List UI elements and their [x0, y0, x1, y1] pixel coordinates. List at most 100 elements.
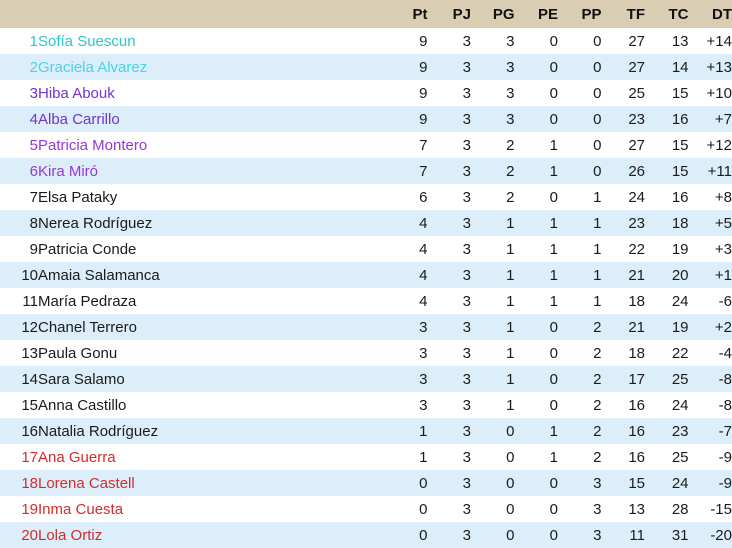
name-cell: Sara Salamo	[38, 370, 125, 388]
pt-cell: 6	[419, 188, 428, 206]
pt-cell: 0	[419, 474, 428, 492]
rank-cell: 15	[21, 396, 38, 414]
dt-cell: -15	[710, 500, 732, 518]
name-cell: Alba Carrillo	[38, 110, 120, 128]
pj-cell: 3	[462, 240, 471, 258]
pt-cell: 7	[419, 136, 428, 154]
tc-cell: 19	[671, 318, 689, 336]
table-row: 8 Nerea Rodríguez 4 3 1 1 1 23 18 +5	[0, 210, 732, 236]
rank-cell: 20	[21, 526, 38, 544]
table-row: 11 María Pedraza 4 3 1 1 1 18 24 -6	[0, 288, 732, 314]
tc-cell: 24	[671, 396, 689, 414]
pt-cell: 3	[419, 396, 428, 414]
tf-cell: 16	[628, 448, 645, 466]
tf-cell: 23	[628, 110, 645, 128]
pt-cell: 3	[419, 318, 428, 336]
tf-cell: 26	[628, 162, 645, 180]
rank-cell: 12	[21, 318, 38, 336]
rank-cell: 16	[21, 422, 38, 440]
pg-cell: 1	[506, 370, 515, 388]
pe-cell: 1	[549, 240, 558, 258]
table-row: 15 Anna Castillo 3 3 1 0 2 16 24 -8	[0, 392, 732, 418]
pj-cell: 3	[462, 32, 471, 50]
pg-cell: 2	[506, 162, 515, 180]
pp-cell: 1	[593, 188, 602, 206]
tf-cell: 16	[628, 422, 645, 440]
tf-cell: 21	[628, 318, 645, 336]
table-row: 17 Ana Guerra 1 3 0 1 2 16 25 -9	[0, 444, 732, 470]
dt-cell: +12	[706, 136, 732, 154]
pg-cell: 3	[506, 58, 515, 76]
pe-cell: 0	[549, 500, 558, 518]
pp-cell: 3	[593, 474, 602, 492]
pj-cell: 3	[462, 214, 471, 232]
pg-cell: 1	[506, 396, 515, 414]
pj-cell: 3	[462, 526, 471, 544]
pt-cell: 7	[419, 162, 428, 180]
tc-cell: 23	[671, 422, 689, 440]
rank-column-header	[0, 0, 38, 28]
pt-cell: 4	[419, 240, 428, 258]
tf-cell: 27	[628, 58, 645, 76]
pt-cell: 4	[419, 214, 428, 232]
dt-cell: +2	[714, 318, 732, 336]
tf-cell: 11	[629, 526, 645, 544]
name-cell: Natalia Rodríguez	[38, 422, 159, 440]
pg-cell: 0	[506, 448, 515, 466]
name-cell: Patricia Conde	[38, 240, 137, 258]
pp-cell: 0	[593, 58, 602, 76]
table-row: 7 Elsa Pataky 6 3 2 0 1 24 16 +8	[0, 184, 732, 210]
pj-cell: 3	[462, 84, 471, 102]
pe-cell: 0	[549, 32, 558, 50]
dt-cell: -9	[718, 474, 732, 492]
column-header-pt: Pt	[412, 5, 428, 23]
name-cell: Paula Gonu	[38, 344, 118, 362]
pg-cell: 2	[506, 188, 515, 206]
pe-cell: 1	[549, 136, 558, 154]
dt-cell: -9	[718, 448, 732, 466]
pt-cell: 4	[419, 266, 428, 284]
pp-cell: 0	[593, 136, 602, 154]
pp-cell: 2	[593, 448, 602, 466]
table-row: 14 Sara Salamo 3 3 1 0 2 17 25 -8	[0, 366, 732, 392]
pg-cell: 0	[506, 422, 515, 440]
pg-cell: 3	[506, 110, 515, 128]
name-cell: Lola Ortiz	[38, 526, 103, 544]
pe-cell: 1	[549, 448, 558, 466]
rank-cell: 4	[29, 110, 38, 128]
pe-cell: 0	[549, 318, 558, 336]
rank-cell: 7	[29, 188, 38, 206]
pp-cell: 1	[593, 214, 602, 232]
tc-cell: 18	[671, 214, 689, 232]
tc-cell: 16	[671, 110, 689, 128]
pe-cell: 0	[549, 344, 558, 362]
pp-cell: 0	[593, 32, 602, 50]
pg-cell: 0	[506, 474, 515, 492]
pj-cell: 3	[462, 396, 471, 414]
tc-cell: 24	[671, 292, 689, 310]
name-column-header	[38, 0, 384, 28]
table-row: 1 Sofía Suescun 9 3 3 0 0 27 13 +14	[0, 28, 732, 54]
name-cell: Anna Castillo	[38, 396, 127, 414]
name-cell: Patricia Montero	[38, 136, 148, 154]
dt-cell: -8	[718, 396, 732, 414]
name-cell: Sofía Suescun	[38, 32, 136, 50]
table-row: 5 Patricia Montero 7 3 2 1 0 27 15 +12	[0, 132, 732, 158]
tc-cell: 15	[671, 84, 689, 102]
column-header-pg: PG	[492, 5, 515, 23]
name-cell: María Pedraza	[38, 292, 137, 310]
pt-cell: 9	[419, 110, 428, 128]
rank-cell: 3	[29, 84, 38, 102]
pj-cell: 3	[462, 136, 471, 154]
pe-cell: 0	[549, 58, 558, 76]
dt-cell: +14	[706, 32, 732, 50]
pe-cell: 1	[549, 266, 558, 284]
pe-cell: 0	[549, 370, 558, 388]
pg-cell: 1	[506, 214, 515, 232]
pp-cell: 2	[593, 422, 602, 440]
tf-cell: 15	[628, 474, 645, 492]
pj-cell: 3	[462, 266, 471, 284]
dt-cell: +5	[714, 214, 732, 232]
pg-cell: 1	[506, 318, 515, 336]
pg-cell: 1	[506, 292, 515, 310]
